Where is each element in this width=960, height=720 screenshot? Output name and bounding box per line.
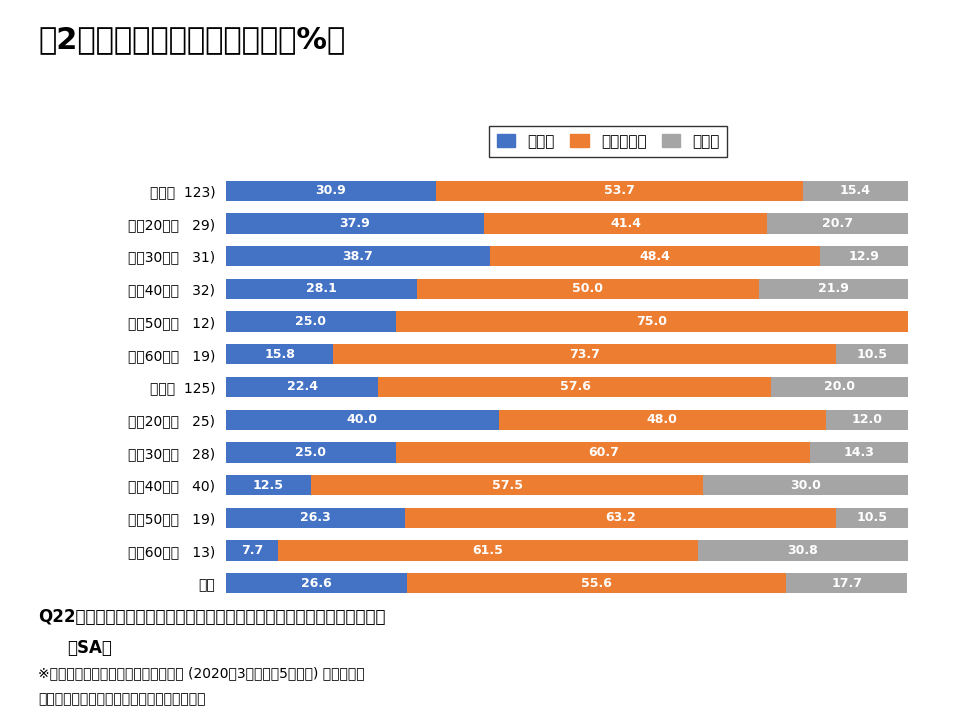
Text: 10.5: 10.5 — [856, 348, 888, 361]
Bar — [378, 377, 772, 397]
Text: 57.6: 57.6 — [560, 380, 590, 394]
Bar — [767, 213, 908, 233]
Text: 22.4: 22.4 — [286, 380, 318, 394]
Text: 50.0: 50.0 — [572, 282, 604, 295]
Text: 17.7: 17.7 — [831, 577, 862, 590]
Text: 図2．暴力行為の頻度の変化（%）: 図2．暴力行為の頻度の変化（%） — [38, 25, 346, 54]
Bar — [836, 344, 908, 364]
Text: 53.7: 53.7 — [604, 184, 636, 197]
Text: 20.7: 20.7 — [822, 217, 852, 230]
Legend: 減った, 変わらない, 増えた: 減った, 変わらない, 増えた — [490, 126, 728, 156]
Text: 25.0: 25.0 — [296, 315, 326, 328]
Bar — [226, 573, 407, 593]
Bar — [810, 442, 908, 462]
Bar — [826, 410, 908, 430]
Bar — [405, 508, 836, 528]
Bar — [226, 541, 278, 561]
Bar — [407, 573, 786, 593]
Text: 30.8: 30.8 — [787, 544, 818, 557]
Bar — [836, 508, 908, 528]
Bar — [226, 442, 396, 462]
Bar — [396, 312, 908, 332]
Text: 15.4: 15.4 — [840, 184, 871, 197]
Bar — [803, 181, 908, 201]
Text: 14.3: 14.3 — [844, 446, 875, 459]
Bar — [490, 246, 820, 266]
Bar — [698, 541, 908, 561]
Bar — [278, 541, 698, 561]
Bar — [418, 279, 758, 299]
Text: 48.0: 48.0 — [647, 413, 678, 426]
Text: 12.0: 12.0 — [852, 413, 882, 426]
Text: ※この時期とは「緊急事態宣言」前後 (2020年3月下旬～5月下旬) になります: ※この時期とは「緊急事態宣言」前後 (2020年3月下旬～5月下旬) になります — [38, 666, 365, 680]
Text: 75.0: 75.0 — [636, 315, 667, 328]
Text: 57.5: 57.5 — [492, 479, 522, 492]
Bar — [820, 246, 908, 266]
Text: 41.4: 41.4 — [610, 217, 641, 230]
Text: 15.8: 15.8 — [264, 348, 295, 361]
Text: 21.9: 21.9 — [818, 282, 849, 295]
Text: 12.9: 12.9 — [849, 250, 879, 263]
Text: 60.7: 60.7 — [588, 446, 618, 459]
Text: 61.5: 61.5 — [472, 544, 503, 557]
Bar — [226, 508, 405, 528]
Text: 38.7: 38.7 — [343, 250, 373, 263]
Bar — [333, 344, 836, 364]
Bar — [226, 475, 311, 495]
Bar — [704, 475, 908, 495]
Text: 10.5: 10.5 — [856, 511, 888, 524]
Bar — [498, 410, 826, 430]
Text: 30.0: 30.0 — [790, 479, 821, 492]
Bar — [226, 312, 396, 332]
Text: （SA）: （SA） — [67, 639, 112, 657]
Text: Q22　この時期に、パートナー間での暴力行為の頻度は変わりましたか。: Q22 この時期に、パートナー間での暴力行為の頻度は変わりましたか。 — [38, 608, 386, 626]
Bar — [311, 475, 704, 495]
Bar — [226, 246, 490, 266]
Bar — [226, 377, 378, 397]
Bar — [226, 213, 484, 233]
Bar — [786, 573, 907, 593]
Text: 20.0: 20.0 — [825, 380, 855, 394]
Text: 30.9: 30.9 — [316, 184, 347, 197]
Text: 48.4: 48.4 — [639, 250, 670, 263]
Bar — [484, 213, 767, 233]
Text: 40.0: 40.0 — [347, 413, 377, 426]
Text: 26.6: 26.6 — [301, 577, 332, 590]
Bar — [226, 279, 418, 299]
Text: 7.7: 7.7 — [241, 544, 263, 557]
Bar — [772, 377, 908, 397]
Bar — [226, 344, 333, 364]
Bar — [396, 442, 810, 462]
Text: 26.3: 26.3 — [300, 511, 330, 524]
Text: 28.1: 28.1 — [306, 282, 337, 295]
Text: 63.2: 63.2 — [606, 511, 636, 524]
Bar — [758, 279, 908, 299]
Text: 73.7: 73.7 — [569, 348, 600, 361]
Bar — [437, 181, 803, 201]
Text: 25.0: 25.0 — [296, 446, 326, 459]
Text: 55.6: 55.6 — [582, 577, 612, 590]
Text: 12.5: 12.5 — [252, 479, 284, 492]
Bar — [226, 181, 437, 201]
Text: 37.9: 37.9 — [340, 217, 371, 230]
Text: 【ベース：パートナー間の暴力があった方】: 【ベース：パートナー間の暴力があった方】 — [38, 693, 205, 706]
Bar — [226, 410, 498, 430]
